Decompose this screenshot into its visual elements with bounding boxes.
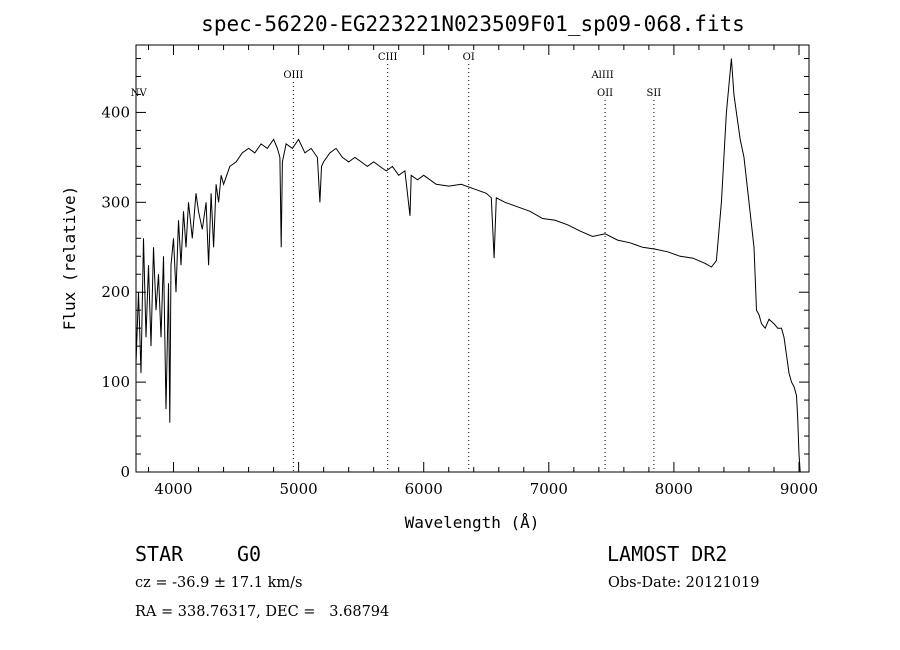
x-tick-label: 8000	[655, 480, 693, 498]
y-axis-label: Flux (relative)	[60, 186, 79, 331]
emission-line-markers: NV OIII CIII OI AlIII OII SII	[131, 52, 662, 472]
redshift-velocity: cz = -36.9 ± 17.1 km/s	[135, 575, 303, 591]
y-tick-label: 100	[101, 373, 130, 391]
x-tick-label: 7000	[530, 480, 568, 498]
x-tick-label: 9000	[780, 480, 818, 498]
y-tick-label: 200	[101, 283, 130, 301]
object-class: STAR	[135, 542, 184, 566]
x-axis-label: Wavelength (Å)	[405, 513, 540, 532]
sky-coordinates: RA = 338.76317, DEC = 3.68794	[135, 604, 390, 620]
line-label: AlIII	[590, 70, 613, 81]
plot-axes: 4000 5000 6000 7000 8000 9000 0 100 200 300 400	[101, 44, 818, 498]
line-label: SII	[647, 88, 662, 99]
x-tick-label: 5000	[280, 480, 318, 498]
y-tick-label: 300	[101, 193, 130, 211]
line-label: NV	[131, 88, 148, 99]
flux-series	[135, 58, 801, 473]
x-tick-label: 4000	[154, 480, 192, 498]
x-tick-label: 6000	[405, 480, 443, 498]
line-label: CIII	[378, 52, 398, 63]
y-tick-label: 0	[120, 463, 130, 481]
y-tick-label: 400	[101, 103, 130, 121]
object-subclass: G0	[237, 542, 262, 566]
line-label: OIII	[283, 70, 303, 81]
line-label: OI	[463, 52, 475, 63]
chart-title: spec-56220-EG223221N023509F01_sp09-068.f…	[201, 12, 745, 36]
line-label: OII	[597, 88, 613, 99]
survey-name: LAMOST DR2	[607, 542, 728, 566]
observation-date: Obs-Date: 20121019	[608, 575, 760, 591]
plot-frame	[135, 44, 810, 473]
